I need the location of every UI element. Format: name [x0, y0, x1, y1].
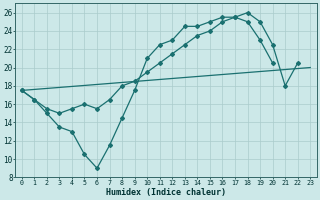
X-axis label: Humidex (Indice chaleur): Humidex (Indice chaleur) — [106, 188, 226, 197]
